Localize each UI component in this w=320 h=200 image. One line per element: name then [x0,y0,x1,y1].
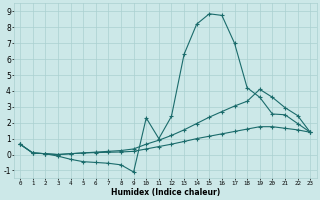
X-axis label: Humidex (Indice chaleur): Humidex (Indice chaleur) [110,188,220,197]
